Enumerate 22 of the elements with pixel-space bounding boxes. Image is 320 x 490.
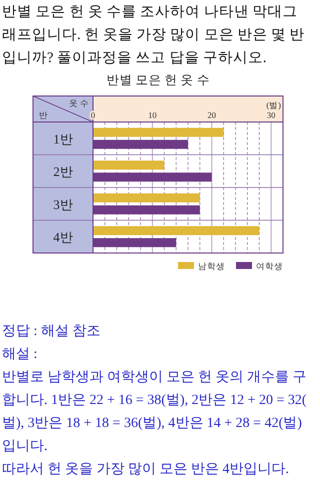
text: 반별로 남학생과 여학생이 모은 헌 옷의 개수를 구합니다. 1반은 22 + 16 = 38(벌), 2반은 12 + 20 = 32(벌), 3반은 18 + 18 = 36(벌), 4반은 14 + 28 = 42(벌)입니다. xyxy=(2,370,307,454)
text: 따라서 헌 옷을 가장 많이 모은 반은 4반입니다. xyxy=(2,462,289,477)
x-axis-title: 옷 수 xyxy=(68,98,89,108)
y-axis-title: 반 xyxy=(39,110,48,120)
y-tick-label: 2반 xyxy=(53,164,73,180)
bar xyxy=(93,193,200,202)
y-tick-label: 3반 xyxy=(53,196,73,212)
y-tick-label: 4반 xyxy=(53,230,73,245)
x-tick-label: 10 xyxy=(148,110,157,120)
bar xyxy=(93,128,224,137)
x-tick-label: 20 xyxy=(208,110,216,120)
chart-title: 반별 모은 헌 옷 수 xyxy=(106,73,210,87)
text: 반별 모은 헌 옷 수를 조사하여 나타낸 막대그래프입니다. 헌 옷을 가장 많이 모은 반은 몇 반입니까? 풀이과정을 쓰고 답을 구하시오. xyxy=(2,4,305,66)
x-tick-label: 30 xyxy=(266,110,276,120)
text: 해설 : xyxy=(2,347,38,362)
text: 정답 : 해설 참조 xyxy=(2,324,100,339)
text: (벌) xyxy=(266,100,282,110)
bar xyxy=(93,160,164,170)
legend-label: 남학생 xyxy=(198,261,225,271)
bar xyxy=(93,226,260,236)
y-tick-label: 1반 xyxy=(53,131,73,146)
legend-label: 여학생 xyxy=(256,261,283,271)
